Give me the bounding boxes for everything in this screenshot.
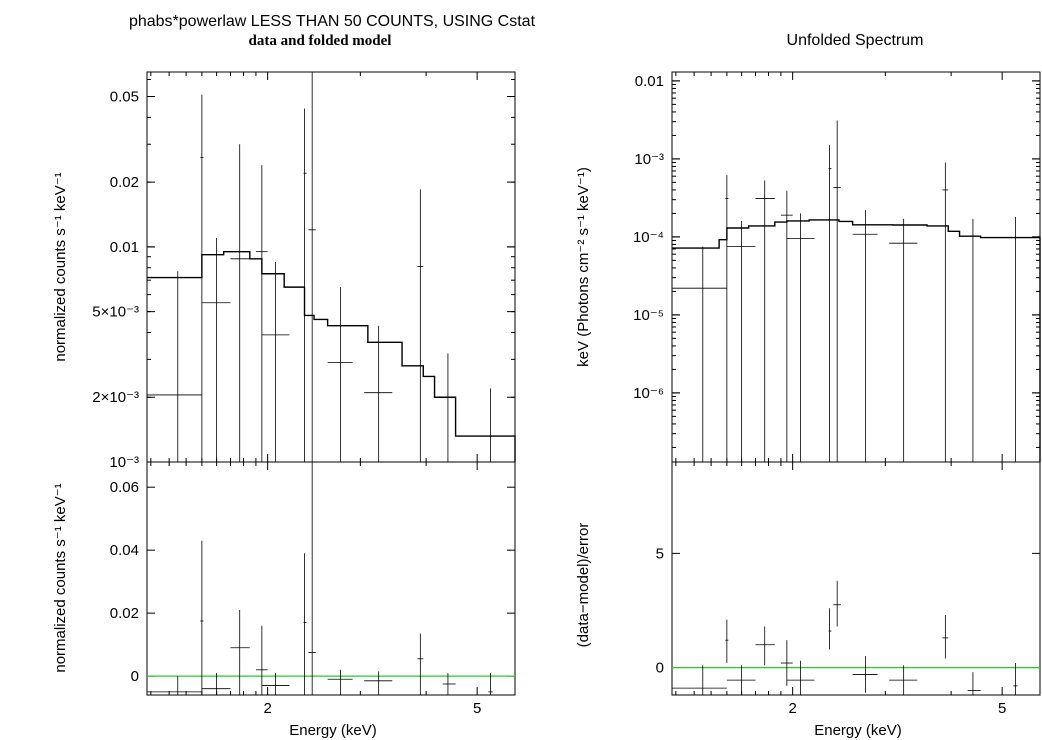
panel-bottom-right-frame xyxy=(671,461,1041,696)
top-left-data-point xyxy=(327,287,353,462)
top-left-y-tick-label: 10⁻³ xyxy=(109,454,139,471)
top-right-y-tick-label: 10⁻³ xyxy=(634,151,664,168)
top-right-y-tick-label: 10⁻⁵ xyxy=(633,307,664,324)
top-left-data-point xyxy=(255,165,268,462)
bottom-right-data-point xyxy=(725,619,729,664)
right-plot-title: Unfolded Spectrum xyxy=(787,32,924,49)
top-left-y-tick-label: 0.01 xyxy=(110,239,139,256)
top-left-data-point xyxy=(200,94,204,462)
top-left-y-tick-label: 5×10⁻³ xyxy=(92,304,139,321)
top-left-model-step-line xyxy=(147,250,516,462)
top-left-data-point xyxy=(417,189,424,462)
top-right-data-point xyxy=(889,218,918,462)
top-right-data-point xyxy=(1013,216,1018,463)
top-right-y-axis-label: keV (Photons cm⁻² s⁻¹ keV⁻¹) xyxy=(575,167,592,367)
top-right-data-point xyxy=(942,162,949,462)
bottom-right-data-point xyxy=(786,660,815,695)
top-left-data-point xyxy=(147,271,202,462)
top-right-y-tick-label: 10⁻⁶ xyxy=(633,385,664,402)
left-plot-title: phabs*powerlaw LESS THAN 50 COUNTS, USIN… xyxy=(129,13,536,30)
bottom-left-data-point xyxy=(308,462,316,695)
bottom-right-data-point xyxy=(852,656,878,693)
bottom-right-x-tick-label: 2 xyxy=(788,700,796,717)
top-right-y-tick-label: 10⁻⁴ xyxy=(633,229,664,246)
bottom-left-data-point xyxy=(200,540,204,695)
bottom-left-data-point xyxy=(230,609,250,695)
bottom-left-data-point xyxy=(327,669,353,695)
top-left-y-axis-label: normalized counts s⁻¹ keV⁻¹ xyxy=(52,172,69,361)
top-right-data-point xyxy=(726,220,756,462)
bottom-right-data-point xyxy=(828,608,832,650)
bottom-right-data-point xyxy=(672,665,727,695)
top-right-data-point xyxy=(672,246,727,462)
top-left-y-tick-label: 0.02 xyxy=(110,174,139,191)
bottom-left-data-point xyxy=(255,625,268,695)
top-left-data-point xyxy=(230,144,250,462)
top-left-data-point xyxy=(308,72,316,462)
bottom-right-data-point xyxy=(726,665,756,695)
bottom-left-data-point xyxy=(261,672,290,695)
bottom-right-data-point xyxy=(1013,663,1018,695)
top-left-data-point xyxy=(261,262,290,462)
top-left-data-point xyxy=(303,108,307,462)
top-right-y-tick-label: 0.01 xyxy=(635,73,664,90)
bottom-left-data-point xyxy=(417,633,424,695)
bottom-right-y-tick-label: 0 xyxy=(656,660,664,677)
bottom-right-y-tick-label: 5 xyxy=(656,545,664,562)
top-right-data-point xyxy=(852,210,878,462)
bottom-left-y-tick-label: 0 xyxy=(131,668,139,685)
top-left-data-point xyxy=(488,388,493,463)
bottom-left-y-axis-label: normalized counts s⁻¹ keV⁻¹ xyxy=(52,483,69,672)
bottom-right-x-tick-label: 5 xyxy=(998,700,1006,717)
bottom-right-data-point xyxy=(780,640,793,686)
bottom-left-x-tick-label: 5 xyxy=(473,700,481,717)
bottom-left-data-point xyxy=(364,671,393,695)
top-left-data-point xyxy=(445,353,451,463)
top-right-data-point xyxy=(967,218,981,463)
bottom-left-y-tick-label: 0.02 xyxy=(110,605,139,622)
bottom-right-data-point xyxy=(833,580,841,627)
top-right-data-point xyxy=(833,120,841,462)
top-right-plot-marks: 10⁻⁶ 10⁻⁵ 10⁻⁴ 10⁻³ 0.01 xyxy=(633,72,1041,463)
right-x-axis-label: Energy (keV) xyxy=(814,722,902,739)
bottom-left-plot-marks: 0 0.02 0.04 0.06 2 5 xyxy=(110,462,515,717)
left-x-axis-label: Energy (keV) xyxy=(289,722,377,739)
bottom-left-data-point xyxy=(488,672,493,695)
top-right-data-point xyxy=(755,180,775,462)
bottom-left-data-point xyxy=(201,672,231,695)
bottom-right-data-point xyxy=(889,665,918,695)
bottom-right-data-point xyxy=(967,672,981,695)
top-left-plot-marks: 10⁻³ 2×10⁻³ 5×10⁻³ 0.01 0.02 0.05 xyxy=(92,72,516,471)
bottom-left-data-point xyxy=(442,672,456,695)
top-left-data-point xyxy=(364,325,393,462)
top-right-data-point xyxy=(786,213,815,462)
bottom-right-data-point xyxy=(755,626,775,666)
top-left-data-point xyxy=(201,237,231,462)
bottom-left-data-point xyxy=(303,553,307,695)
bottom-left-x-tick-label: 2 xyxy=(263,700,271,717)
top-right-data-point xyxy=(725,175,729,462)
left-plot-subtitle: data and folded model xyxy=(249,33,392,49)
bottom-right-plot-marks: 0 5 2 5 xyxy=(656,462,1040,717)
top-left-y-tick-label: 0.05 xyxy=(110,89,139,106)
bottom-left-data-point xyxy=(147,676,202,695)
top-right-model-step-line xyxy=(672,219,1041,462)
top-left-y-tick-label: 2×10⁻³ xyxy=(92,389,139,406)
bottom-left-y-tick-label: 0.04 xyxy=(110,542,139,559)
bottom-left-y-tick-label: 0.06 xyxy=(110,479,139,496)
top-right-data-point xyxy=(780,190,793,462)
panel-bottom-left-frame xyxy=(146,461,516,696)
bottom-right-y-axis-label: (data−model)/error xyxy=(575,523,592,648)
bottom-right-data-point xyxy=(942,615,949,659)
top-right-data-point xyxy=(828,145,832,462)
